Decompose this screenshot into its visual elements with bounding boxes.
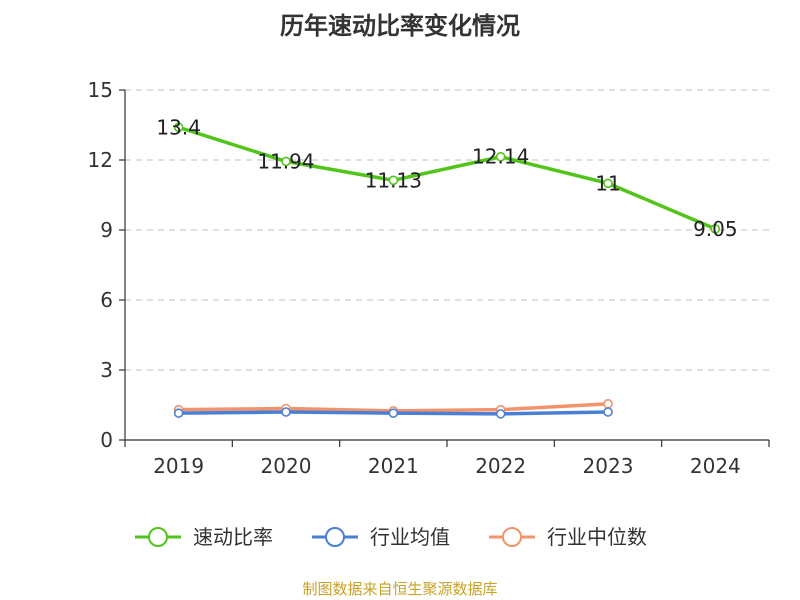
legend-marker bbox=[148, 527, 168, 547]
legend-item: 速动比率 bbox=[135, 525, 273, 549]
data-label: 12.14 bbox=[472, 145, 529, 169]
data-point bbox=[388, 175, 399, 186]
data-label: 11 bbox=[595, 171, 620, 195]
y-tick-label: 3 bbox=[100, 358, 113, 382]
data-point bbox=[495, 409, 506, 419]
x-tick-label: 2022 bbox=[475, 454, 526, 478]
data-point bbox=[388, 408, 399, 418]
data-point bbox=[281, 156, 291, 167]
x-tick-label: 2023 bbox=[583, 454, 634, 478]
x-tick-label: 2024 bbox=[690, 454, 741, 478]
legend-item: 行业均值 bbox=[312, 525, 450, 549]
y-tick-label: 12 bbox=[88, 148, 113, 172]
y-tick-label: 0 bbox=[100, 428, 113, 452]
legend-marker bbox=[502, 527, 522, 547]
chart-title: 历年速动比率变化情况 bbox=[280, 12, 520, 40]
data-labels: 13.4 11.94 11.13 12.14 11 9.05 bbox=[156, 115, 737, 241]
series-lines bbox=[173, 122, 721, 419]
data-point bbox=[281, 407, 291, 417]
data-label: 9.05 bbox=[693, 217, 738, 241]
y-tick-label: 9 bbox=[100, 218, 113, 242]
legend-item: 行业中位数 bbox=[489, 525, 647, 549]
legend-label: 行业中位数 bbox=[547, 525, 647, 549]
data-point bbox=[603, 407, 613, 417]
y-axis-ticks: 0 3 6 9 12 15 bbox=[88, 78, 125, 452]
x-tick-label: 2019 bbox=[153, 454, 204, 478]
data-point bbox=[495, 151, 506, 162]
y-tick-label: 15 bbox=[88, 78, 113, 102]
legend-label: 行业均值 bbox=[370, 525, 450, 549]
data-point bbox=[710, 224, 721, 234]
data-point bbox=[173, 408, 184, 418]
x-axis-ticks: 2019 2020 2021 2022 2023 2024 bbox=[124, 440, 770, 478]
grid-lines bbox=[125, 89, 769, 371]
data-point bbox=[173, 122, 184, 133]
y-tick-label: 6 bbox=[100, 288, 113, 312]
data-label: 13.4 bbox=[156, 115, 201, 139]
legend-label: 速动比率 bbox=[193, 525, 273, 549]
data-point bbox=[603, 178, 613, 189]
series-line bbox=[178, 125, 717, 231]
data-label: 11.94 bbox=[257, 149, 314, 173]
x-tick-label: 2020 bbox=[261, 454, 312, 478]
legend: 速动比率 行业均值 行业中位数 bbox=[135, 525, 647, 549]
data-source: 制图数据来自恒生聚源数据库 bbox=[302, 580, 498, 598]
legend-marker bbox=[325, 527, 345, 547]
x-tick-label: 2021 bbox=[368, 454, 419, 478]
data-label: 11.13 bbox=[365, 168, 422, 192]
data-point bbox=[603, 399, 613, 409]
